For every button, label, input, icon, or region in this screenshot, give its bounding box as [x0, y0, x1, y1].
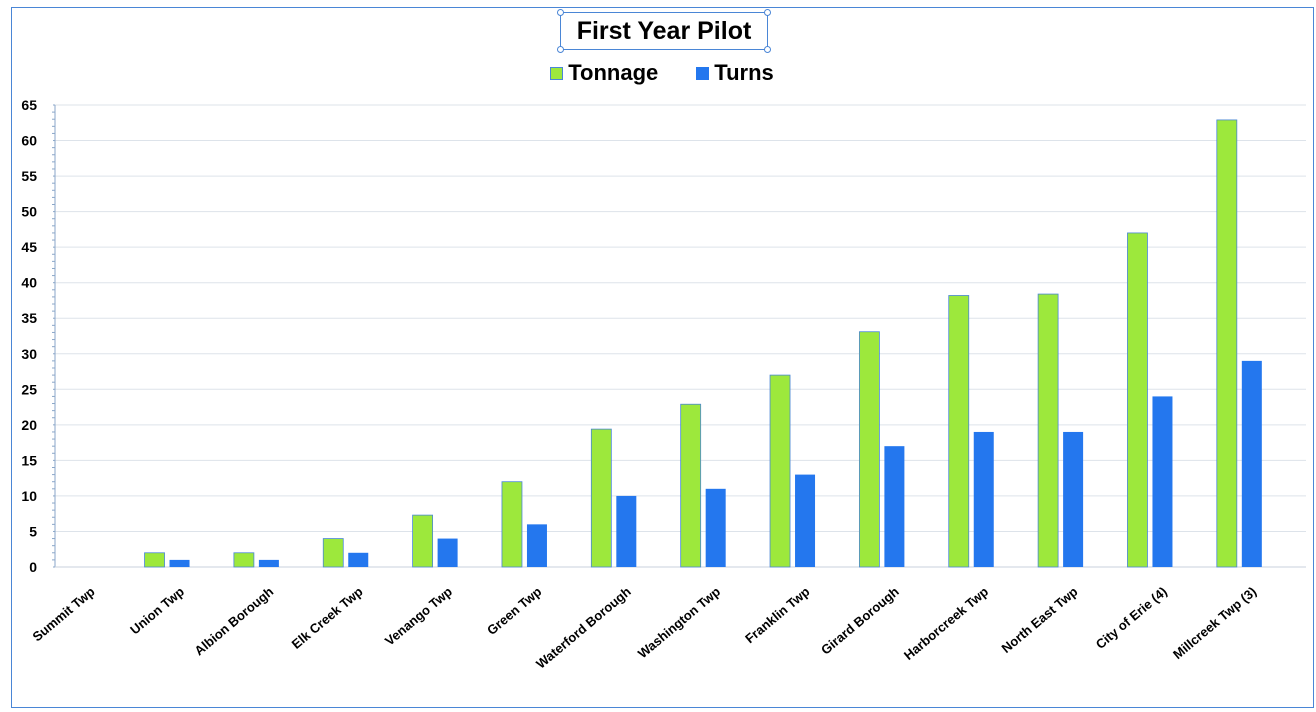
bar-tonnage [144, 552, 165, 568]
y-tick-label: 20 [21, 417, 37, 433]
resize-handle-top-left[interactable] [557, 9, 564, 16]
legend-swatch-tonnage [550, 66, 564, 80]
bar-tonnage [1127, 232, 1148, 568]
bar-turns [1152, 396, 1173, 567]
bar-turns [1063, 431, 1084, 567]
y-tick-label: 55 [21, 168, 37, 184]
bar-turns [795, 474, 816, 567]
resize-handle-bottom-right[interactable] [764, 46, 771, 53]
legend-label-tonnage: Tonnage [568, 60, 659, 85]
legend-swatch-turns [696, 66, 710, 80]
bar-turns [348, 552, 369, 567]
x-tick-label: Albion Borough [191, 584, 276, 659]
x-tick-label: North East Twp [999, 584, 1081, 656]
bar-turns [705, 488, 726, 567]
y-tick-label: 65 [21, 97, 37, 113]
y-tick-label: 10 [21, 488, 37, 504]
chart-title: First Year Pilot [576, 16, 752, 45]
y-tick-label: 35 [21, 310, 37, 326]
resize-handle-top-right[interactable] [764, 9, 771, 16]
resize-handle-bottom-left[interactable] [557, 46, 564, 53]
bar-tonnage [858, 331, 880, 568]
bar-tonnage [412, 514, 434, 568]
bar-turns [973, 431, 994, 567]
bar-turns [258, 559, 279, 567]
y-tick-label: 40 [21, 275, 37, 291]
y-tick-label: 50 [21, 204, 37, 220]
bar-tonnage [233, 552, 255, 568]
y-tick-label: 45 [21, 239, 37, 255]
legend-entry-tonnage: Tonnage [550, 60, 658, 86]
bar-tonnage [501, 481, 523, 568]
x-tick-label: Harborcreek Twp [901, 584, 991, 663]
bar-tonnage [590, 428, 612, 568]
x-tick-label: Waterford Borough [533, 584, 634, 672]
y-tick-label: 60 [21, 133, 37, 149]
y-tick-label: 5 [29, 523, 37, 539]
x-tick-label: Franklin Twp [742, 584, 812, 646]
x-tick-label: Millcreek Twp (3) [1170, 584, 1259, 662]
bar-tonnage [769, 374, 791, 568]
y-tick-label: 15 [21, 452, 37, 468]
chart-title-box[interactable]: First Year Pilot [557, 9, 771, 53]
x-tick-label: City of Erie (4) [1093, 584, 1170, 652]
y-tick-label: 30 [21, 346, 37, 362]
x-tick-label: Summit Twp [30, 584, 98, 645]
x-tick-label: Union Twp [127, 584, 187, 638]
x-tick-label: Washington Twp [635, 584, 723, 661]
legend-label-turns: Turns [714, 60, 774, 85]
x-tick-label: Green Twp [484, 584, 544, 638]
bar-tonnage [1216, 119, 1238, 568]
y-tick-label: 0 [29, 559, 37, 575]
bar-tonnage [322, 538, 344, 568]
bar-turns [1241, 360, 1262, 567]
x-tick-label: Girard Borough [818, 584, 902, 658]
x-tick-label: Venango Twp [382, 584, 455, 649]
bar-tonnage [1037, 293, 1059, 568]
bar-tonnage [948, 295, 970, 568]
bar-turns [884, 446, 905, 567]
bar-turns [169, 559, 190, 567]
chart-legend: Tonnage Turns [0, 60, 1316, 86]
y-tick-label: 25 [21, 381, 37, 397]
chart-frame [11, 7, 1314, 708]
bar-turns [437, 538, 458, 567]
bar-tonnage [680, 403, 702, 568]
x-tick-label: Elk Creek Twp [289, 584, 366, 652]
legend-entry-turns: Turns [696, 60, 774, 86]
bar-turns [616, 495, 637, 567]
bar-turns [526, 524, 547, 567]
